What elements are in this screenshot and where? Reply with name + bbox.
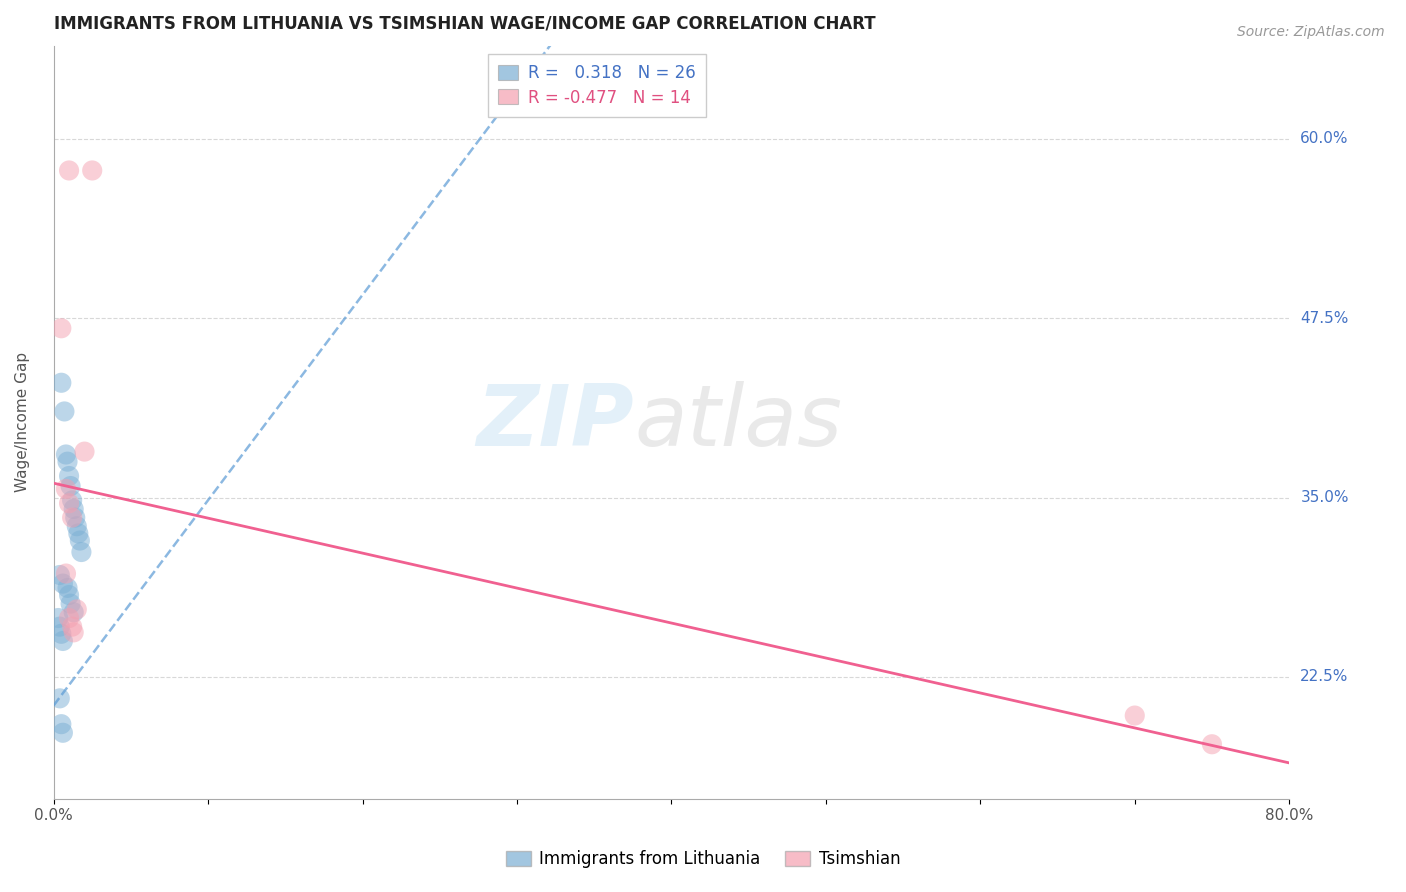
Point bbox=[69, 533, 91, 548]
Point bbox=[59, 597, 82, 611]
Point bbox=[51, 321, 73, 335]
Point bbox=[58, 588, 80, 602]
Point bbox=[60, 493, 83, 508]
Text: Source: ZipAtlas.com: Source: ZipAtlas.com bbox=[1237, 25, 1385, 39]
Point bbox=[59, 479, 82, 493]
Point bbox=[60, 510, 83, 524]
Text: IMMIGRANTS FROM LITHUANIA VS TSIMSHIAN WAGE/INCOME GAP CORRELATION CHART: IMMIGRANTS FROM LITHUANIA VS TSIMSHIAN W… bbox=[53, 15, 876, 33]
Point bbox=[62, 605, 84, 619]
Legend: R =   0.318   N = 26, R = -0.477   N = 14: R = 0.318 N = 26, R = -0.477 N = 14 bbox=[488, 54, 706, 117]
Point bbox=[56, 581, 79, 595]
Point bbox=[51, 717, 73, 731]
Point bbox=[52, 576, 75, 591]
Point bbox=[46, 611, 69, 625]
Text: 60.0%: 60.0% bbox=[1301, 131, 1348, 146]
Point bbox=[66, 602, 89, 616]
Point bbox=[58, 163, 80, 178]
Text: 22.5%: 22.5% bbox=[1301, 669, 1348, 684]
Point bbox=[53, 404, 76, 418]
Point bbox=[51, 376, 73, 390]
Point bbox=[1201, 737, 1223, 751]
Point bbox=[58, 611, 80, 625]
Point bbox=[55, 482, 77, 496]
Text: 35.0%: 35.0% bbox=[1301, 490, 1348, 505]
Point bbox=[60, 619, 83, 633]
Point bbox=[66, 519, 89, 533]
Point bbox=[49, 691, 72, 706]
Point bbox=[70, 545, 93, 559]
Point bbox=[82, 163, 104, 178]
Point bbox=[52, 725, 75, 739]
Y-axis label: Wage/Income Gap: Wage/Income Gap bbox=[15, 352, 30, 492]
Point bbox=[58, 496, 80, 510]
Point bbox=[65, 510, 87, 524]
Point bbox=[73, 444, 96, 458]
Point bbox=[62, 502, 84, 516]
Point bbox=[52, 634, 75, 648]
Legend: Immigrants from Lithuania, Tsimshian: Immigrants from Lithuania, Tsimshian bbox=[499, 844, 907, 875]
Point bbox=[49, 568, 72, 582]
Point bbox=[67, 526, 90, 541]
Point bbox=[62, 625, 84, 640]
Text: atlas: atlas bbox=[634, 381, 842, 464]
Text: ZIP: ZIP bbox=[477, 381, 634, 464]
Point bbox=[58, 469, 80, 483]
Point bbox=[55, 566, 77, 581]
Point bbox=[55, 448, 77, 462]
Point bbox=[56, 455, 79, 469]
Text: 47.5%: 47.5% bbox=[1301, 310, 1348, 326]
Point bbox=[1123, 708, 1146, 723]
Point bbox=[51, 627, 73, 641]
Point bbox=[49, 619, 72, 633]
